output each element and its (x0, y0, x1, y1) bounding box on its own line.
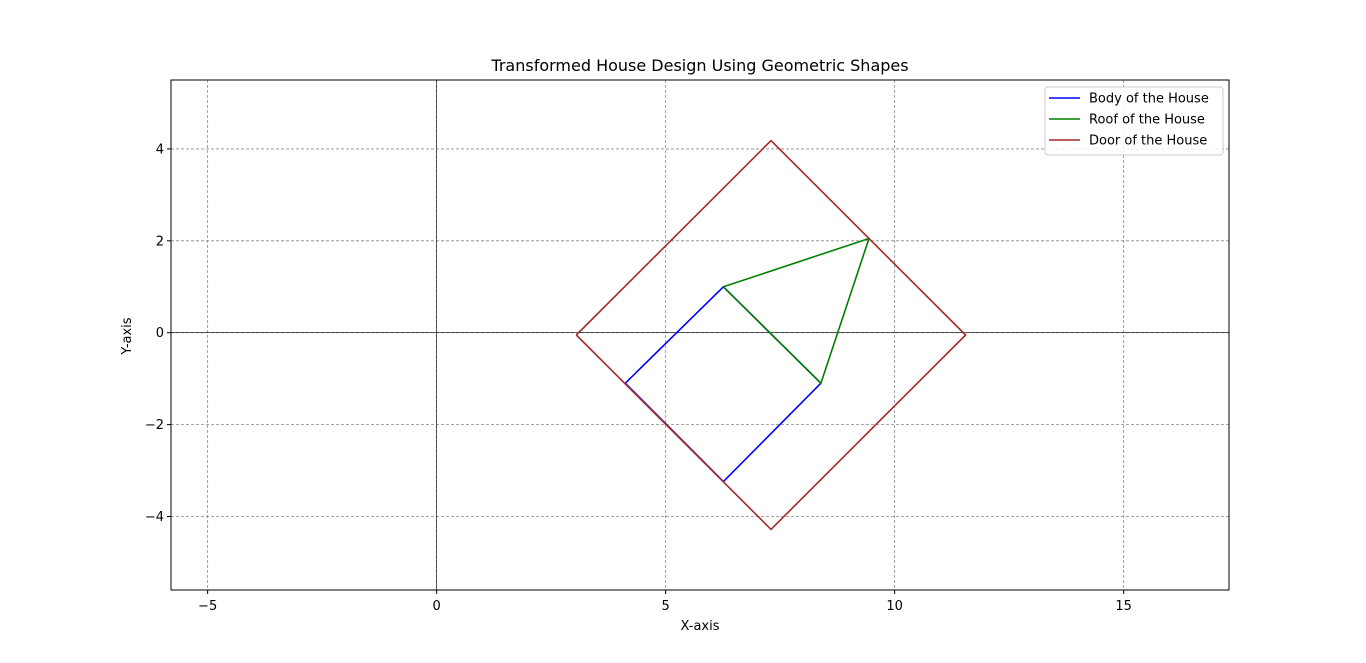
legend-label: Body of the House (1089, 92, 1209, 107)
legend: Body of the House Roof of the House Door o… (1044, 86, 1224, 156)
y-tick-label: 2 (156, 234, 164, 249)
plot-series (575, 139, 967, 531)
y-tick-label: −4 (145, 510, 164, 525)
legend-box (1044, 86, 1224, 156)
x-tick-label: 0 (433, 599, 441, 614)
legend-label: Door of the House (1089, 134, 1207, 149)
y-tick-label: −2 (145, 418, 164, 433)
series-line-door-of-the-house (575, 139, 967, 531)
x-tick-label: 5 (662, 599, 670, 614)
reference-lines (171, 80, 1229, 590)
y-axis-label: Y-axis (120, 317, 135, 355)
grid (171, 80, 1229, 590)
plot-area (170, 79, 1230, 591)
x-tick-label: −5 (198, 599, 217, 614)
y-tick-label: 4 (156, 142, 164, 157)
series-line-roof-of-the-house (722, 237, 870, 385)
legend-label: Roof of the House (1089, 113, 1205, 128)
chart-title: Transformed House Design Using Geometric… (490, 56, 908, 75)
x-axis-label: X-axis (681, 619, 720, 634)
series-line-body-of-the-house (624, 285, 822, 483)
x-tick-label: 15 (1115, 599, 1132, 614)
y-tick-label: 0 (156, 326, 164, 341)
x-tick-label: 10 (886, 599, 903, 614)
axis-ticks: −5 0 5 10 15 −4 −2 0 2 4 (145, 142, 1132, 614)
